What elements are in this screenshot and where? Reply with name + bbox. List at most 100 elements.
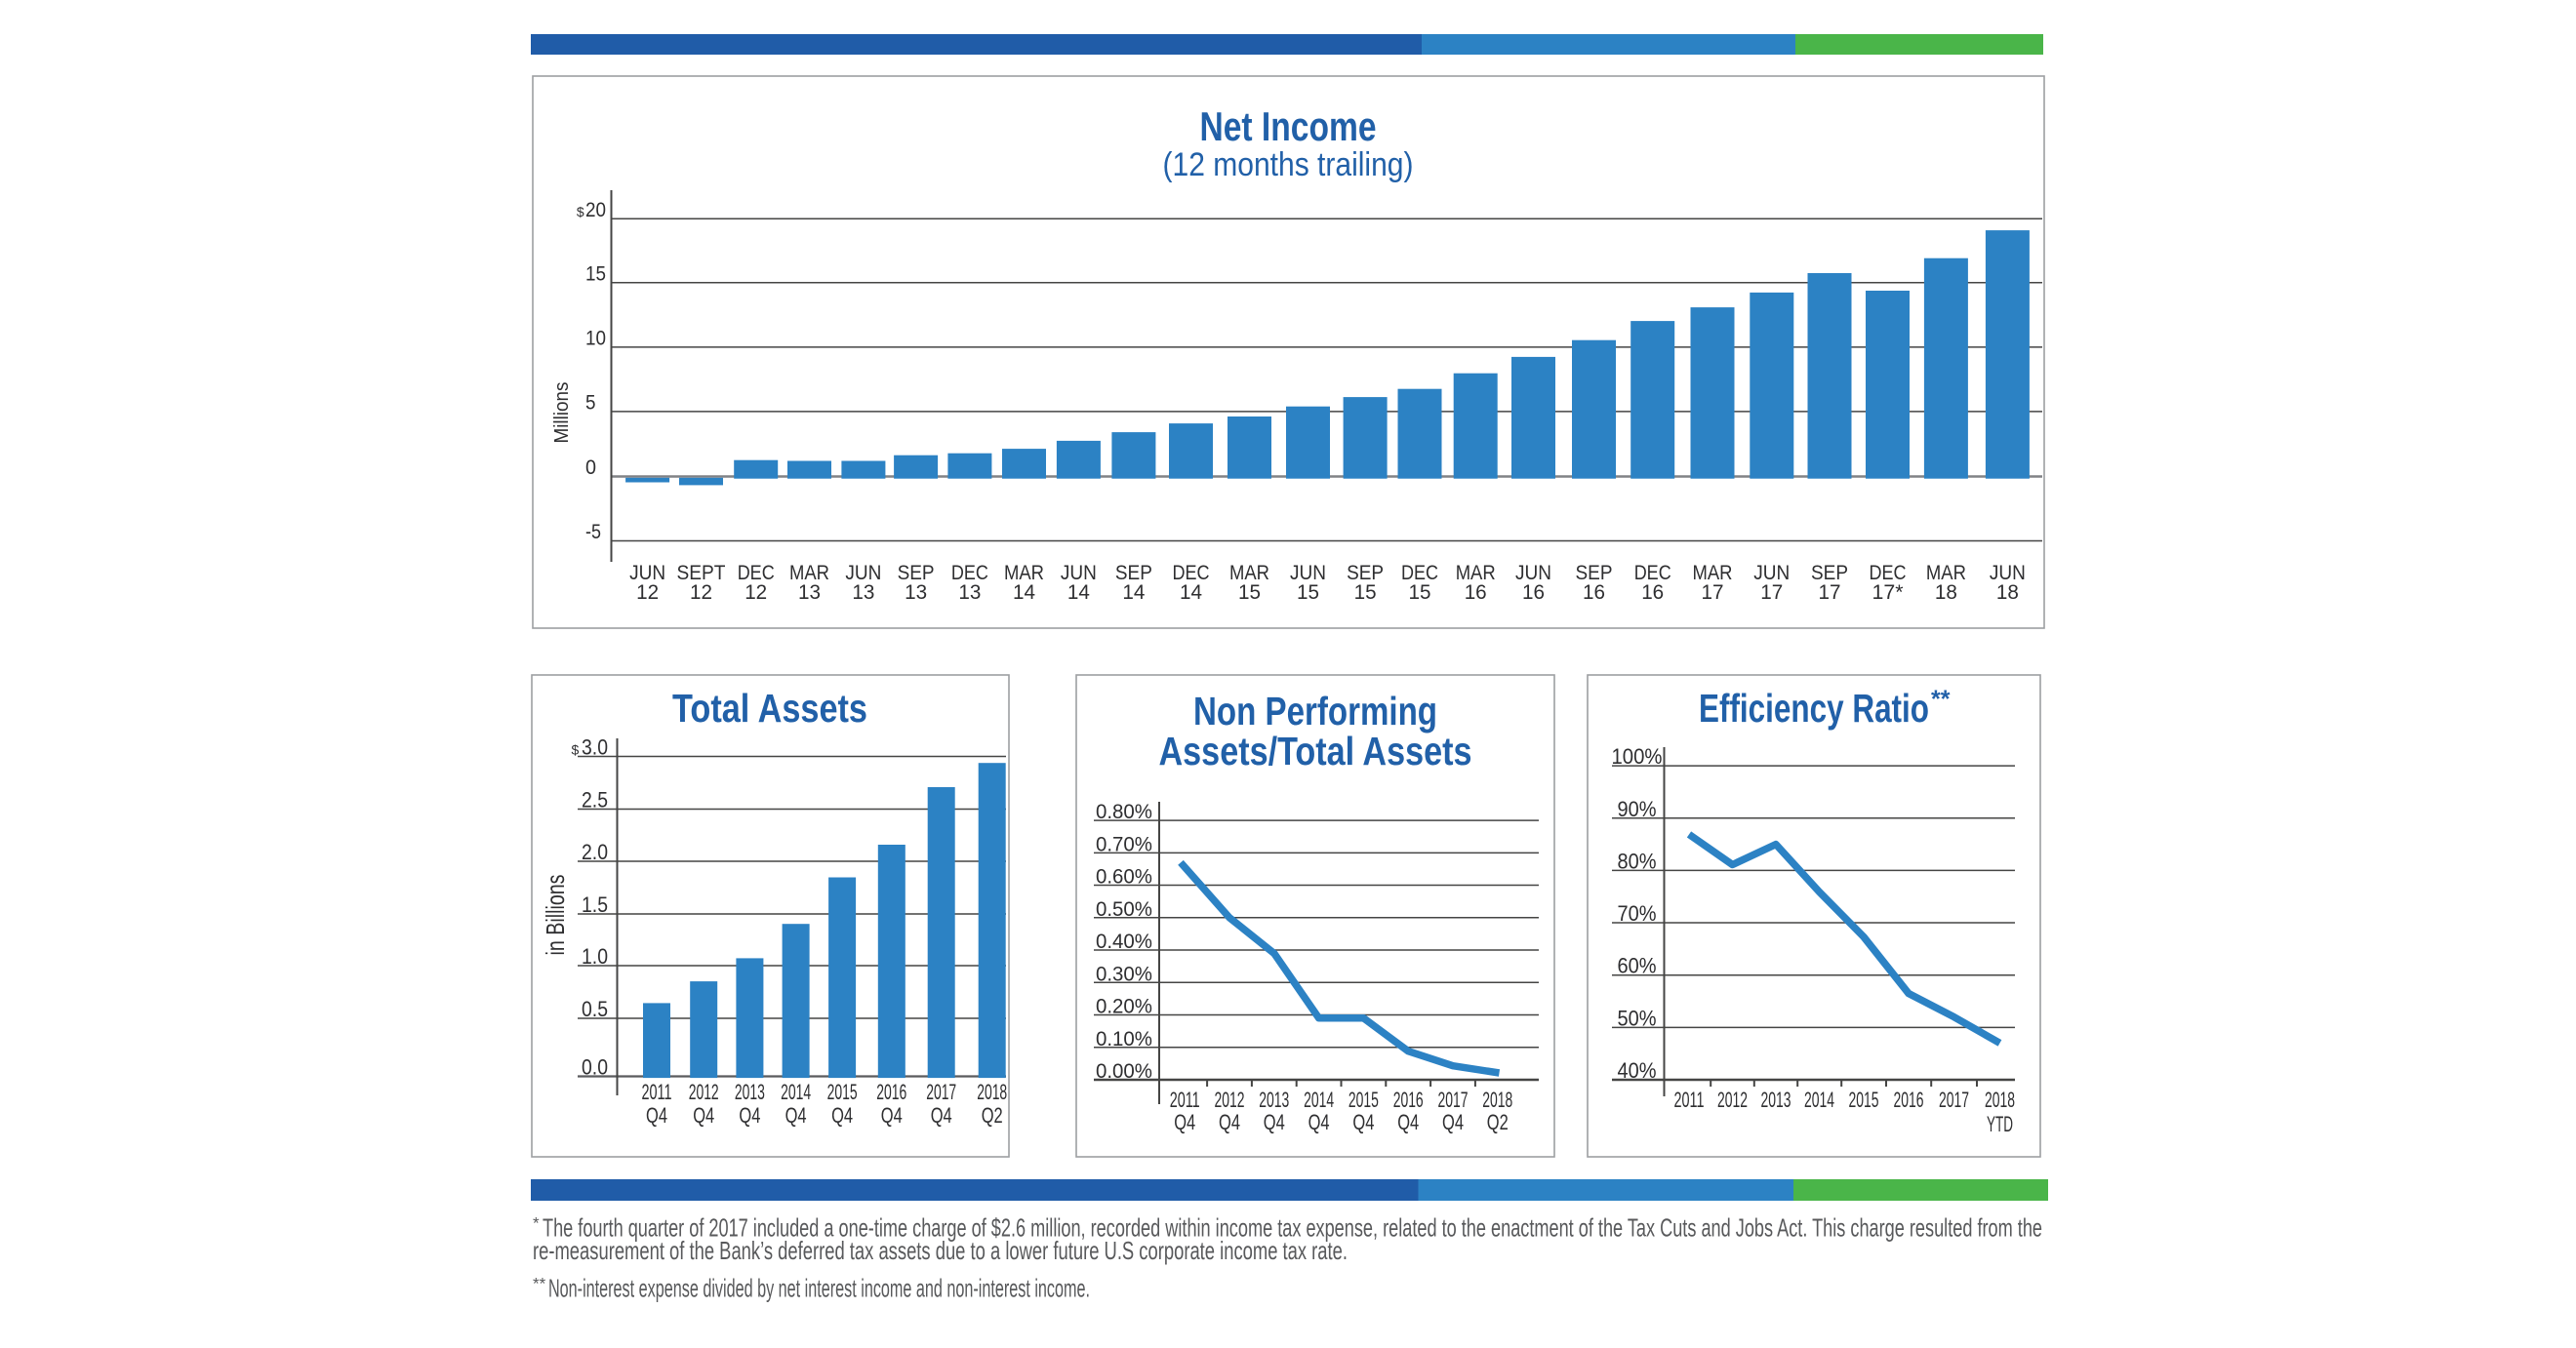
svg-text:**: ** bbox=[1931, 686, 1951, 713]
svg-text:2013: 2013 bbox=[1761, 1088, 1791, 1112]
svg-text:DEC: DEC bbox=[738, 562, 775, 584]
svg-text:DEC: DEC bbox=[951, 562, 988, 584]
svg-text:SEP: SEP bbox=[1347, 562, 1384, 584]
svg-text:$: $ bbox=[572, 742, 580, 758]
svg-text:Q4: Q4 bbox=[785, 1103, 807, 1128]
svg-text:2012: 2012 bbox=[1215, 1088, 1245, 1112]
svg-text:14: 14 bbox=[1180, 581, 1202, 604]
svg-text:12: 12 bbox=[745, 581, 767, 604]
svg-text:2015: 2015 bbox=[1348, 1088, 1379, 1112]
svg-text:DEC: DEC bbox=[1870, 562, 1907, 584]
svg-text:JUN: JUN bbox=[845, 562, 881, 584]
svg-text:0: 0 bbox=[585, 456, 596, 479]
svg-text:1.0: 1.0 bbox=[582, 944, 608, 969]
svg-text:0.00%: 0.00% bbox=[1096, 1060, 1152, 1083]
svg-text:Q2: Q2 bbox=[1487, 1110, 1509, 1134]
svg-text:15: 15 bbox=[1238, 581, 1261, 604]
svg-text:2.5: 2.5 bbox=[582, 788, 608, 813]
svg-text:14: 14 bbox=[1013, 581, 1035, 604]
svg-text:18: 18 bbox=[1935, 581, 1957, 604]
svg-text:15: 15 bbox=[1297, 581, 1319, 604]
svg-text:Assets/Total Assets: Assets/Total Assets bbox=[1159, 729, 1472, 773]
svg-text:13: 13 bbox=[958, 581, 981, 604]
svg-text:12: 12 bbox=[636, 581, 659, 604]
svg-text:0.5: 0.5 bbox=[582, 997, 608, 1021]
svg-text:Non Performing: Non Performing bbox=[1193, 689, 1437, 733]
svg-text:SEP: SEP bbox=[1811, 562, 1848, 584]
svg-text:0.40%: 0.40% bbox=[1096, 931, 1152, 953]
svg-text:JUN: JUN bbox=[1515, 562, 1551, 584]
svg-text:2016: 2016 bbox=[1894, 1088, 1924, 1112]
svg-text:MAR: MAR bbox=[1004, 562, 1044, 584]
svg-text:2011: 2011 bbox=[1674, 1088, 1705, 1112]
svg-text:13: 13 bbox=[798, 581, 821, 604]
svg-text:0.60%: 0.60% bbox=[1096, 866, 1152, 889]
svg-text:$: $ bbox=[577, 204, 584, 219]
svg-text:13: 13 bbox=[905, 581, 927, 604]
svg-text:JUN: JUN bbox=[629, 562, 665, 584]
svg-text:70%: 70% bbox=[1618, 901, 1657, 926]
svg-text:DEC: DEC bbox=[1173, 562, 1210, 584]
svg-text:17: 17 bbox=[1760, 581, 1783, 604]
svg-text:Q4: Q4 bbox=[693, 1103, 714, 1128]
svg-text:16: 16 bbox=[1465, 581, 1487, 604]
svg-text:Q4: Q4 bbox=[1219, 1110, 1240, 1134]
svg-text:13: 13 bbox=[852, 581, 874, 604]
svg-text:Total Assets: Total Assets bbox=[672, 686, 867, 731]
svg-text:MAR: MAR bbox=[1693, 562, 1733, 584]
svg-text:2012: 2012 bbox=[689, 1080, 719, 1104]
svg-text:2018: 2018 bbox=[977, 1080, 1007, 1104]
svg-text:16: 16 bbox=[1583, 581, 1605, 604]
svg-text:JUN: JUN bbox=[1061, 562, 1097, 584]
svg-text:2015: 2015 bbox=[1849, 1088, 1879, 1112]
svg-text:Q4: Q4 bbox=[1308, 1110, 1330, 1134]
svg-text:16: 16 bbox=[1522, 581, 1545, 604]
svg-text:DEC: DEC bbox=[1634, 562, 1671, 584]
svg-text:*: * bbox=[533, 1214, 540, 1233]
svg-text:14: 14 bbox=[1067, 581, 1090, 604]
svg-text:Q4: Q4 bbox=[739, 1103, 760, 1128]
svg-text:2017: 2017 bbox=[1939, 1088, 1969, 1112]
svg-text:2018: 2018 bbox=[1985, 1088, 2015, 1112]
svg-text:JUN: JUN bbox=[1290, 562, 1326, 584]
svg-text:14: 14 bbox=[1122, 581, 1145, 604]
svg-text:MAR: MAR bbox=[1229, 562, 1269, 584]
svg-text:2017: 2017 bbox=[1438, 1088, 1469, 1112]
svg-text:(12 months trailing): (12 months trailing) bbox=[1163, 146, 1414, 183]
svg-text:20: 20 bbox=[585, 199, 606, 221]
svg-text:60%: 60% bbox=[1618, 954, 1657, 978]
svg-text:17: 17 bbox=[1702, 581, 1724, 604]
svg-text:-5: -5 bbox=[585, 521, 601, 543]
svg-text:17: 17 bbox=[1819, 581, 1841, 604]
svg-text:0.80%: 0.80% bbox=[1096, 801, 1152, 823]
svg-text:SEP: SEP bbox=[1576, 562, 1613, 584]
svg-text:DEC: DEC bbox=[1401, 562, 1438, 584]
svg-text:15: 15 bbox=[585, 263, 606, 286]
svg-text:SEP: SEP bbox=[898, 562, 935, 584]
svg-text:SEP: SEP bbox=[1115, 562, 1152, 584]
svg-text:Q4: Q4 bbox=[1352, 1110, 1374, 1134]
svg-text:2.0: 2.0 bbox=[582, 840, 608, 864]
svg-text:re-measurement of the Bank’s d: re-measurement of the Bank’s deferred ta… bbox=[533, 1236, 1348, 1265]
svg-text:18: 18 bbox=[1996, 581, 2019, 604]
svg-text:Q4: Q4 bbox=[1264, 1110, 1285, 1134]
svg-text:80%: 80% bbox=[1618, 849, 1657, 873]
svg-text:in Billions: in Billions bbox=[541, 875, 570, 956]
svg-text:2013: 2013 bbox=[1259, 1088, 1289, 1112]
svg-text:2017: 2017 bbox=[926, 1080, 956, 1104]
svg-text:15: 15 bbox=[1409, 581, 1431, 604]
svg-text:Non-interest expense divided b: Non-interest expense divided by net inte… bbox=[548, 1274, 1090, 1303]
svg-text:Efficiency Ratio: Efficiency Ratio bbox=[1699, 686, 1929, 731]
svg-text:1.5: 1.5 bbox=[582, 892, 608, 917]
svg-text:3.0: 3.0 bbox=[582, 735, 608, 760]
svg-text:2016: 2016 bbox=[876, 1080, 906, 1104]
svg-text:0.50%: 0.50% bbox=[1096, 898, 1152, 921]
svg-text:17*: 17* bbox=[1872, 581, 1904, 604]
svg-text:Q4: Q4 bbox=[646, 1103, 667, 1128]
svg-text:16: 16 bbox=[1641, 581, 1664, 604]
svg-text:40%: 40% bbox=[1618, 1058, 1657, 1083]
svg-text:Q4: Q4 bbox=[881, 1103, 903, 1128]
svg-text:2013: 2013 bbox=[735, 1080, 765, 1104]
svg-text:0.10%: 0.10% bbox=[1096, 1028, 1152, 1051]
svg-text:2014: 2014 bbox=[781, 1080, 811, 1104]
